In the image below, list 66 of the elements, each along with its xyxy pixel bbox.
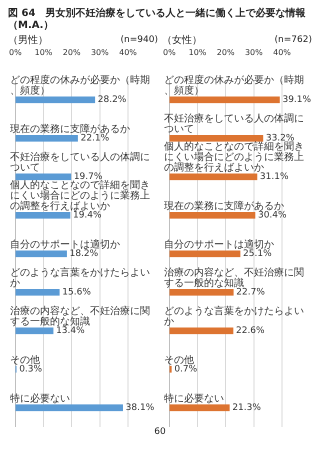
y-tick-label: 現在の業務に支障があるか: [10, 122, 130, 135]
y-tick-label: 治療の内容など、不妊治療に関する一般的な知識: [164, 266, 304, 289]
bar: [16, 96, 96, 104]
x-tick-label: 20%: [216, 48, 235, 57]
data-label: 19.4%: [72, 210, 102, 221]
data-label: 22.7%: [236, 288, 266, 298]
bar: [170, 288, 234, 296]
text: (n=940): [120, 34, 158, 47]
chart-subtitle: （男性）: [8, 34, 48, 47]
data-label: 28.2%: [98, 95, 127, 106]
data-label: 0.7%: [174, 364, 198, 375]
bar: [170, 404, 230, 412]
y-tick-label: 治療の内容など、不妊治療に関する一般的な知識: [10, 304, 150, 328]
y-tick-label: どの程度の休みが必要か（時期、頻度）: [10, 74, 150, 96]
x-tick-label: 40%: [119, 48, 138, 57]
x-tick-label: 10%: [188, 48, 207, 57]
bar: [170, 327, 234, 334]
bar: [170, 173, 258, 180]
text: 図 64 男女別不妊治療をしている人と一緒に働く上で必要な情報（M.A.）: [8, 8, 306, 33]
x-tick-label: 0%: [162, 48, 176, 57]
bar: [16, 288, 60, 296]
y-tick-label: その他: [10, 354, 40, 366]
bar: [16, 250, 67, 258]
y-tick-label: 特に必要ない: [10, 392, 70, 404]
data-label: 25.1%: [243, 249, 272, 260]
text: (n=762): [274, 34, 312, 47]
chart-subtitle: （女性）: [162, 34, 202, 47]
y-tick-label: その他: [164, 354, 194, 366]
bar: [16, 404, 123, 412]
text: 60: [153, 427, 167, 437]
y-tick-label: どのような言葉をかけたらよいか: [164, 304, 304, 328]
x-tick-label: 40%: [273, 48, 292, 57]
y-tick-label: どのような言葉をかけたらよいか: [10, 266, 150, 289]
bar: [16, 135, 78, 142]
data-label: 30.4%: [258, 210, 287, 221]
y-tick-label: 自分のサポートは適切か: [164, 238, 274, 250]
y-tick-label: 不妊治療をしている人の体調について: [10, 150, 150, 174]
y-tick-label: 個人的なことなので詳細を聞きにくい場合にどのように業務上の調整を行えばよいか: [164, 140, 304, 174]
data-label: 22.6%: [236, 326, 266, 336]
data-label: 13.4%: [56, 326, 86, 336]
data-label: 22.1%: [80, 134, 110, 144]
data-label: 15.6%: [62, 288, 92, 298]
y-tick-label: 特に必要ない: [164, 392, 224, 404]
data-label: 21.3%: [232, 403, 262, 414]
x-tick-label: 10%: [34, 48, 53, 57]
data-label: 0.3%: [19, 364, 43, 375]
bar: [16, 212, 70, 219]
data-label: 18.2%: [70, 249, 99, 260]
bar: [170, 250, 240, 258]
bar: [170, 96, 280, 104]
y-tick-label: 現在の業務に支障があるか: [164, 200, 284, 212]
bar: [170, 212, 256, 219]
x-tick-label: 0%: [8, 48, 22, 57]
data-label: 31.1%: [260, 172, 289, 182]
bar: [170, 135, 264, 142]
y-tick-label: どの程度の休みが必要か（時期、頻度）: [164, 74, 304, 96]
y-tick-label: 自分のサポートは適切か: [10, 238, 120, 250]
x-tick-label: 20%: [62, 48, 81, 57]
y-tick-label: 個人的なことなので詳細を聞きにくい場合にどのように業務上の調整を行えばよいか: [10, 178, 150, 212]
x-tick-label: 30%: [244, 48, 264, 57]
data-label: 38.1%: [126, 403, 155, 414]
bar: [16, 173, 72, 180]
x-tick-label: 30%: [90, 48, 110, 57]
y-tick-label: 不妊治療をしている人の体調について: [164, 112, 304, 135]
data-label: 39.1%: [282, 95, 312, 106]
bar: [16, 327, 54, 334]
